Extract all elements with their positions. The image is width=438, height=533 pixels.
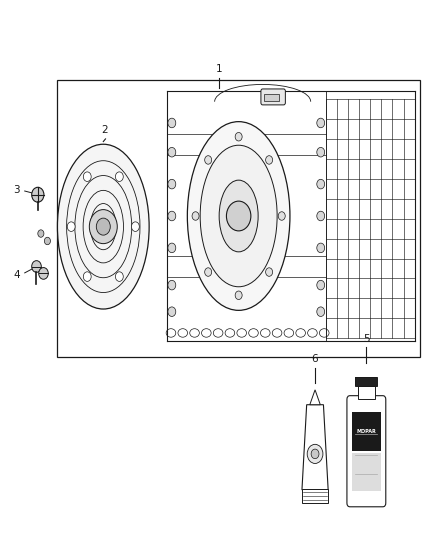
Bar <box>265 94 279 101</box>
Ellipse shape <box>200 145 277 287</box>
Circle shape <box>89 209 117 244</box>
Circle shape <box>83 272 91 281</box>
Bar <box>352 412 381 451</box>
Circle shape <box>168 211 176 221</box>
Text: 4: 4 <box>13 270 20 280</box>
Circle shape <box>39 268 48 279</box>
Circle shape <box>32 261 41 272</box>
Circle shape <box>265 156 272 164</box>
Circle shape <box>96 218 110 235</box>
FancyBboxPatch shape <box>347 395 386 507</box>
Circle shape <box>317 243 325 253</box>
Text: MOPAR: MOPAR <box>357 429 376 433</box>
Bar <box>355 376 378 385</box>
Circle shape <box>168 118 176 128</box>
Circle shape <box>226 201 251 231</box>
Circle shape <box>317 118 325 128</box>
Circle shape <box>168 243 176 253</box>
Polygon shape <box>302 405 328 490</box>
Circle shape <box>67 222 75 231</box>
Ellipse shape <box>219 180 258 252</box>
Circle shape <box>116 172 123 181</box>
Text: 5: 5 <box>363 334 370 344</box>
Circle shape <box>265 268 272 276</box>
Bar <box>302 489 328 503</box>
Polygon shape <box>310 390 320 405</box>
Circle shape <box>44 237 50 245</box>
Text: 2: 2 <box>101 125 108 135</box>
Circle shape <box>168 148 176 157</box>
Ellipse shape <box>57 144 149 309</box>
Ellipse shape <box>187 122 290 310</box>
FancyBboxPatch shape <box>261 89 286 105</box>
Circle shape <box>168 280 176 290</box>
Circle shape <box>317 307 325 317</box>
Circle shape <box>116 272 123 281</box>
Bar <box>352 453 381 491</box>
Bar <box>355 376 378 385</box>
Circle shape <box>235 133 242 141</box>
Circle shape <box>168 179 176 189</box>
Circle shape <box>278 212 285 220</box>
Circle shape <box>205 268 212 276</box>
Text: 6: 6 <box>312 354 318 364</box>
Circle shape <box>192 212 199 220</box>
Circle shape <box>32 187 44 202</box>
Circle shape <box>131 222 139 231</box>
Bar <box>57 80 420 357</box>
Bar <box>358 385 375 399</box>
Circle shape <box>235 291 242 300</box>
Circle shape <box>317 211 325 221</box>
Circle shape <box>317 148 325 157</box>
Circle shape <box>205 156 212 164</box>
Circle shape <box>83 172 91 181</box>
Text: 1: 1 <box>215 64 223 74</box>
Circle shape <box>38 230 44 237</box>
Circle shape <box>307 445 323 464</box>
Circle shape <box>311 449 319 459</box>
Circle shape <box>317 179 325 189</box>
Circle shape <box>317 280 325 290</box>
Text: 3: 3 <box>13 185 20 195</box>
Circle shape <box>168 307 176 317</box>
